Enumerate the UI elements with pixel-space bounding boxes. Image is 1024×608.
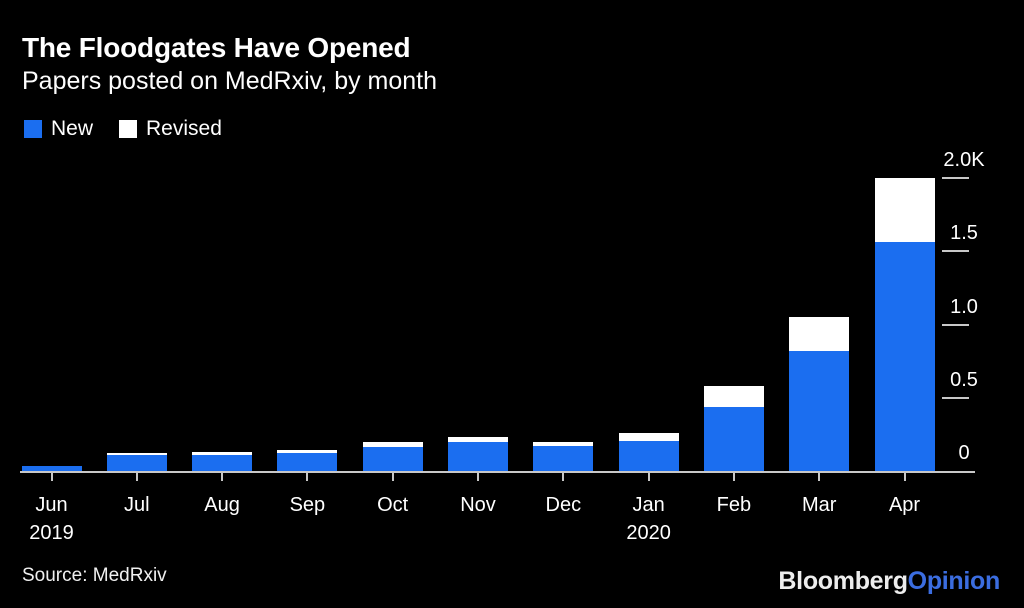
x-tick-dec	[562, 473, 565, 481]
x-label-apr: Apr	[888, 494, 921, 516]
bar-dec-revised	[533, 442, 594, 447]
x-label-jun: Jun	[35, 494, 68, 516]
y-tick-1.0	[942, 323, 969, 326]
legend-swatch-revised-icon	[119, 120, 138, 138]
bar-jan-new	[618, 440, 679, 471]
x-label-sep: Sep	[289, 494, 326, 516]
bar-feb-new	[703, 406, 764, 471]
legend-swatch-new-icon	[24, 120, 42, 138]
bar-sep-new	[277, 452, 338, 471]
bar-mar-new	[789, 350, 850, 471]
bar-aug-new	[192, 455, 253, 471]
x-tick-mar	[818, 473, 821, 481]
logo-bloomberg: Bloomberg	[778, 567, 908, 595]
chart-subtitle: Papers posted on MedRxiv, by month	[22, 67, 438, 95]
x-tick-jul	[135, 473, 138, 481]
x-tick-aug	[221, 473, 224, 481]
source-note: Source: MedRxiv	[22, 565, 167, 586]
chart-title: The Floodgates Have Opened	[22, 32, 411, 63]
bar-mar-revised	[789, 317, 850, 351]
y-label-0.5: 0.5	[950, 368, 978, 391]
x-label-nov: Nov	[460, 494, 496, 516]
bar-apr-new	[874, 242, 935, 471]
x-label-mar: Mar	[801, 494, 837, 516]
bar-sep-revised	[277, 449, 338, 453]
x-tick-feb	[732, 473, 735, 481]
bar-jul-new	[106, 454, 167, 471]
x-label-feb: Feb	[716, 494, 752, 516]
y-label-1.0: 1.0	[950, 295, 978, 318]
legend-item-new: New	[24, 117, 93, 141]
x-label-aug: Aug	[204, 494, 240, 516]
bar-oct-revised	[362, 442, 423, 447]
bar-jun-new	[21, 465, 82, 471]
bar-dec-new	[533, 446, 594, 471]
x-tick-sep	[306, 473, 309, 481]
legend-label-new: New	[51, 117, 94, 140]
x-tick-nov	[477, 473, 479, 481]
x-year-label-2019: 2019	[29, 522, 74, 544]
bar-jan-revised	[618, 432, 679, 441]
x-tick-jan	[647, 473, 650, 481]
y-tick-0.5	[942, 396, 969, 399]
x-tick-apr	[903, 473, 906, 481]
logo-opinion: Opinion	[907, 567, 1001, 595]
bar-feb-revised	[703, 386, 764, 407]
bar-oct-new	[362, 446, 423, 471]
bar-apr-revised	[874, 178, 935, 243]
bar-jul-revised	[106, 452, 167, 455]
bar-aug-revised	[192, 451, 253, 456]
y-label-1.5: 1.5	[950, 222, 978, 245]
x-label-jul: Jul	[124, 494, 150, 516]
y-tick-2.0K	[942, 177, 969, 179]
legend-item-revised: Revised	[119, 117, 222, 141]
y-label-2.0K: 2.0K	[943, 149, 985, 171]
bar-nov-new	[448, 442, 508, 471]
x-label-oct: Oct	[377, 494, 409, 516]
x-tick-oct	[391, 473, 394, 481]
legend: New Revised	[24, 117, 222, 141]
y-label-0: 0	[958, 442, 970, 464]
x-tick-jun	[50, 473, 53, 481]
x-label-dec: Dec	[545, 494, 582, 516]
bloomberg-opinion-logo: BloombergOpinion	[778, 567, 1000, 596]
x-year-label-2020: 2020	[626, 522, 671, 544]
bar-nov-revised	[448, 436, 508, 443]
x-axis-line	[20, 471, 975, 473]
legend-label-revised: Revised	[146, 117, 222, 140]
y-tick-1.5	[942, 250, 969, 253]
x-label-jan: Jan	[632, 494, 665, 516]
